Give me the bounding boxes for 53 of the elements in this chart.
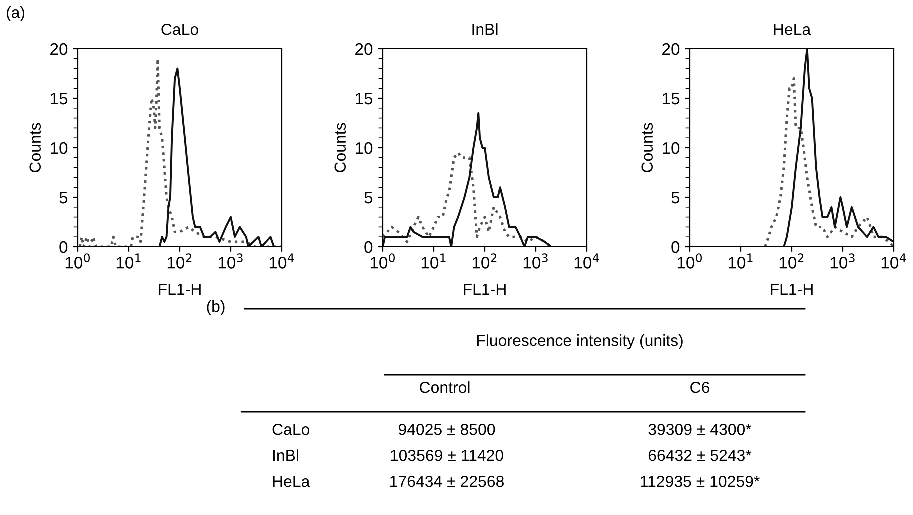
text: 94025 ± 8500	[398, 424, 496, 436]
text: CaLo	[272, 424, 310, 436]
y-tick-label: 10	[663, 142, 680, 154]
y-tick-label: 5	[672, 192, 680, 204]
x-tick-label: 10$^{4}$	[882, 254, 906, 269]
x-axis-title: FL1-H	[159, 284, 201, 295]
chart-title: CaLo	[162, 24, 198, 36]
x-tick-label: 10$^{1}$	[422, 254, 446, 269]
y-axis-title: Counts	[30, 123, 42, 172]
x-tick-label: 10$^{1}$	[116, 254, 141, 269]
y-axis-title: Counts	[642, 123, 654, 172]
y-tick-label: 0	[364, 241, 373, 254]
y-tick-label: 5	[364, 192, 373, 204]
y-tick-label: 20	[662, 43, 680, 56]
text: 112935 ± 10259*	[641, 476, 760, 488]
y-tick-label: 0	[672, 241, 680, 254]
y-tick-label: 20	[356, 43, 373, 56]
chart-title: InBl	[472, 24, 498, 36]
text: 176434 ± 22568	[390, 476, 504, 488]
y-tick-label: 20	[50, 43, 68, 56]
y-tick-label: 0	[60, 241, 68, 254]
x-tick-label: 10$^{4}$	[574, 254, 600, 269]
text: 103569 ± 11420	[391, 450, 504, 462]
x-tick-label: 10$^{2}$	[780, 254, 804, 269]
y-tick-label: 5	[60, 192, 68, 204]
y-tick-label: 15	[356, 93, 373, 105]
x-tick-label: 10$^{4}$	[270, 254, 294, 269]
x-tick-label: 10$^{0}$	[678, 254, 702, 269]
text: (a)	[6, 6, 25, 22]
y-tick-label: 15	[51, 93, 68, 105]
x-tick-label: 10$^{0}$	[66, 254, 90, 269]
x-tick-label: 10$^{3}$	[218, 254, 243, 269]
text: 39309 ± 4300*	[648, 424, 752, 436]
chart-title: HeLa	[774, 24, 812, 36]
x-tick-label: 10$^{2}$	[472, 254, 497, 269]
x-tick-label: 10$^{1}$	[728, 254, 753, 269]
text: C6	[690, 382, 710, 394]
x-axis-title: FL1-H	[464, 284, 506, 295]
text: Control	[420, 382, 470, 394]
text: 66432 ± 5243*	[648, 450, 752, 462]
y-tick-label: 10	[51, 142, 68, 154]
text: Fluorescence intensity (units)	[477, 334, 683, 350]
y-tick-label: 15	[663, 93, 680, 105]
x-tick-label: 10$^{3}$	[830, 254, 855, 269]
x-axis-title: FL1-H	[771, 284, 813, 295]
text: (b)	[207, 300, 225, 316]
y-axis-title: Counts	[334, 123, 346, 172]
x-tick-label: 10$^{0}$	[370, 254, 396, 269]
text: HeLa	[273, 476, 310, 488]
x-tick-label: 10$^{2}$	[168, 254, 192, 269]
x-tick-label: 10$^{3}$	[524, 254, 548, 269]
y-tick-label: 10	[356, 142, 373, 154]
text: InBl	[273, 450, 298, 462]
